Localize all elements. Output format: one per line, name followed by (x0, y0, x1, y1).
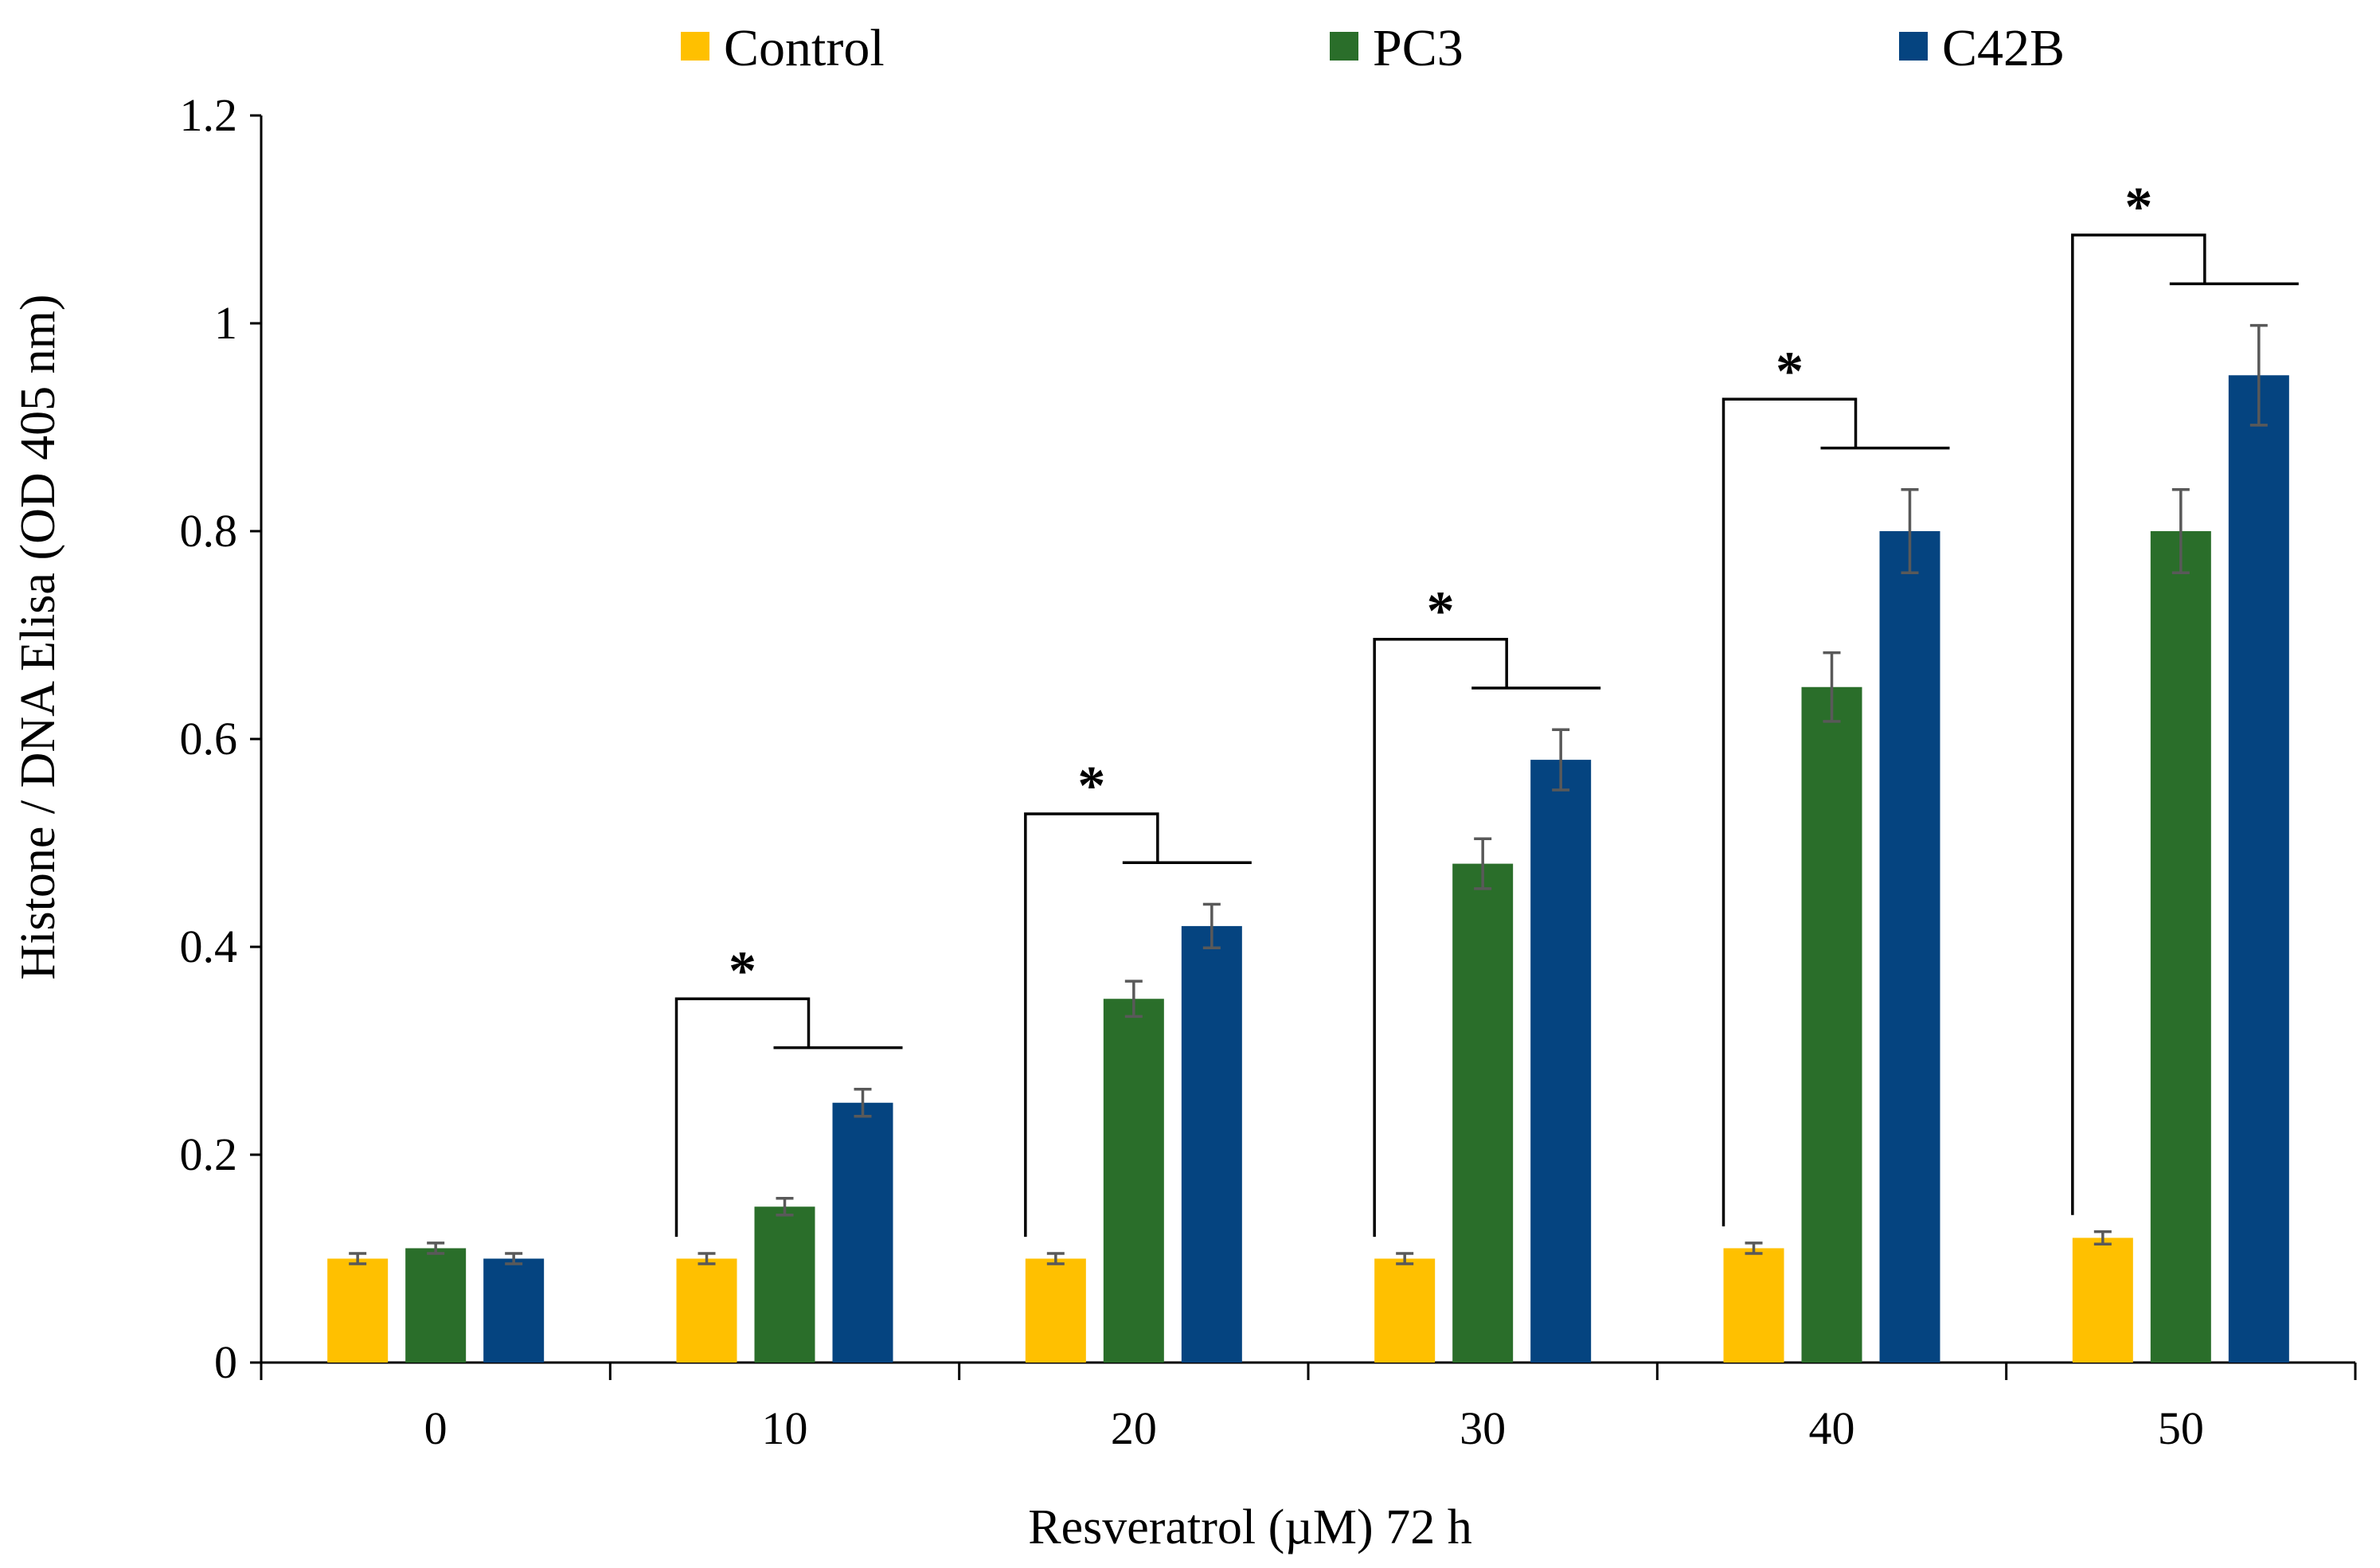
bar-c42b-10 (832, 1102, 893, 1363)
legend-swatch-control (681, 32, 709, 61)
bars (327, 375, 2289, 1363)
x-tick-label-30: 30 (1460, 1402, 1506, 1454)
y-tick-label-1: 1 (214, 297, 237, 349)
legend-swatch-pc3 (1330, 32, 1358, 61)
x-tick-label-0: 0 (424, 1402, 447, 1454)
bar-pc3-10 (754, 1206, 815, 1363)
bar-pc3-40 (1801, 686, 1862, 1363)
significance-star-10: * (729, 940, 756, 1002)
y-tick-label-1-2: 1.2 (180, 89, 238, 141)
bar-c42b-30 (1530, 760, 1592, 1363)
bracket-40 (1721, 397, 1858, 1227)
bar-control-50 (2072, 1238, 2133, 1363)
legend-label-c42b: C42B (1942, 19, 2065, 77)
bar-control-10 (676, 1258, 737, 1363)
significance-star-50: * (2124, 177, 2152, 238)
significance-star-20: * (1077, 756, 1105, 817)
x-tick-label-10: 10 (762, 1402, 808, 1454)
bar-control-20 (1025, 1258, 1086, 1363)
y-tick-label-0-6: 0.6 (180, 713, 238, 764)
y-axis-title: Histone / DNA Elisa (OD 405 nm) (11, 294, 65, 980)
x-axis-title: Resveratrol (µM) 72 h (1028, 1500, 1471, 1554)
bracket-50 (2071, 233, 2206, 1215)
bracket-20 (1024, 812, 1159, 1238)
y-tick-label-0: 0 (214, 1336, 237, 1388)
x-axis: 0 10 20 30 40 50 (260, 1361, 2357, 1454)
bar-pc3-30 (1452, 863, 1514, 1363)
bar-c42b-0 (483, 1258, 545, 1363)
x-tick-label-50: 50 (2158, 1402, 2204, 1454)
significance-star-40: * (1776, 341, 1804, 402)
bar-pc3-20 (1103, 999, 1164, 1363)
bar-control-40 (1723, 1248, 1784, 1363)
y-tick-label-0-4: 0.4 (180, 921, 238, 972)
x-tick-label-40: 40 (1809, 1402, 1855, 1454)
legend-label-pc3: PC3 (1373, 19, 1464, 77)
bar-control-30 (1374, 1258, 1436, 1363)
bar-c42b-20 (1181, 925, 1242, 1363)
bar-pc3-50 (2150, 531, 2211, 1363)
significance-brackets: * * * * * (674, 177, 2299, 1238)
x-tick-label-20: 20 (1111, 1402, 1157, 1454)
bracket-30 (1373, 637, 1508, 1238)
y-tick-label-0-8: 0.8 (180, 505, 238, 557)
y-axis: 0 0.2 0.4 0.6 0.8 1 1.2 (180, 89, 263, 1388)
error-bars (349, 323, 2268, 1265)
legend-label-control: Control (724, 19, 885, 77)
y-tick-label-0-2: 0.2 (180, 1128, 238, 1180)
significance-star-30: * (1427, 581, 1455, 643)
bar-pc3-0 (405, 1248, 467, 1363)
bar-c42b-40 (1879, 531, 1940, 1363)
bracket-10 (674, 997, 811, 1238)
bar-c42b-50 (2228, 375, 2289, 1363)
legend: Control PC3 C42B (681, 19, 2065, 77)
legend-swatch-c42b (1899, 32, 1928, 61)
bar-control-0 (327, 1258, 389, 1363)
